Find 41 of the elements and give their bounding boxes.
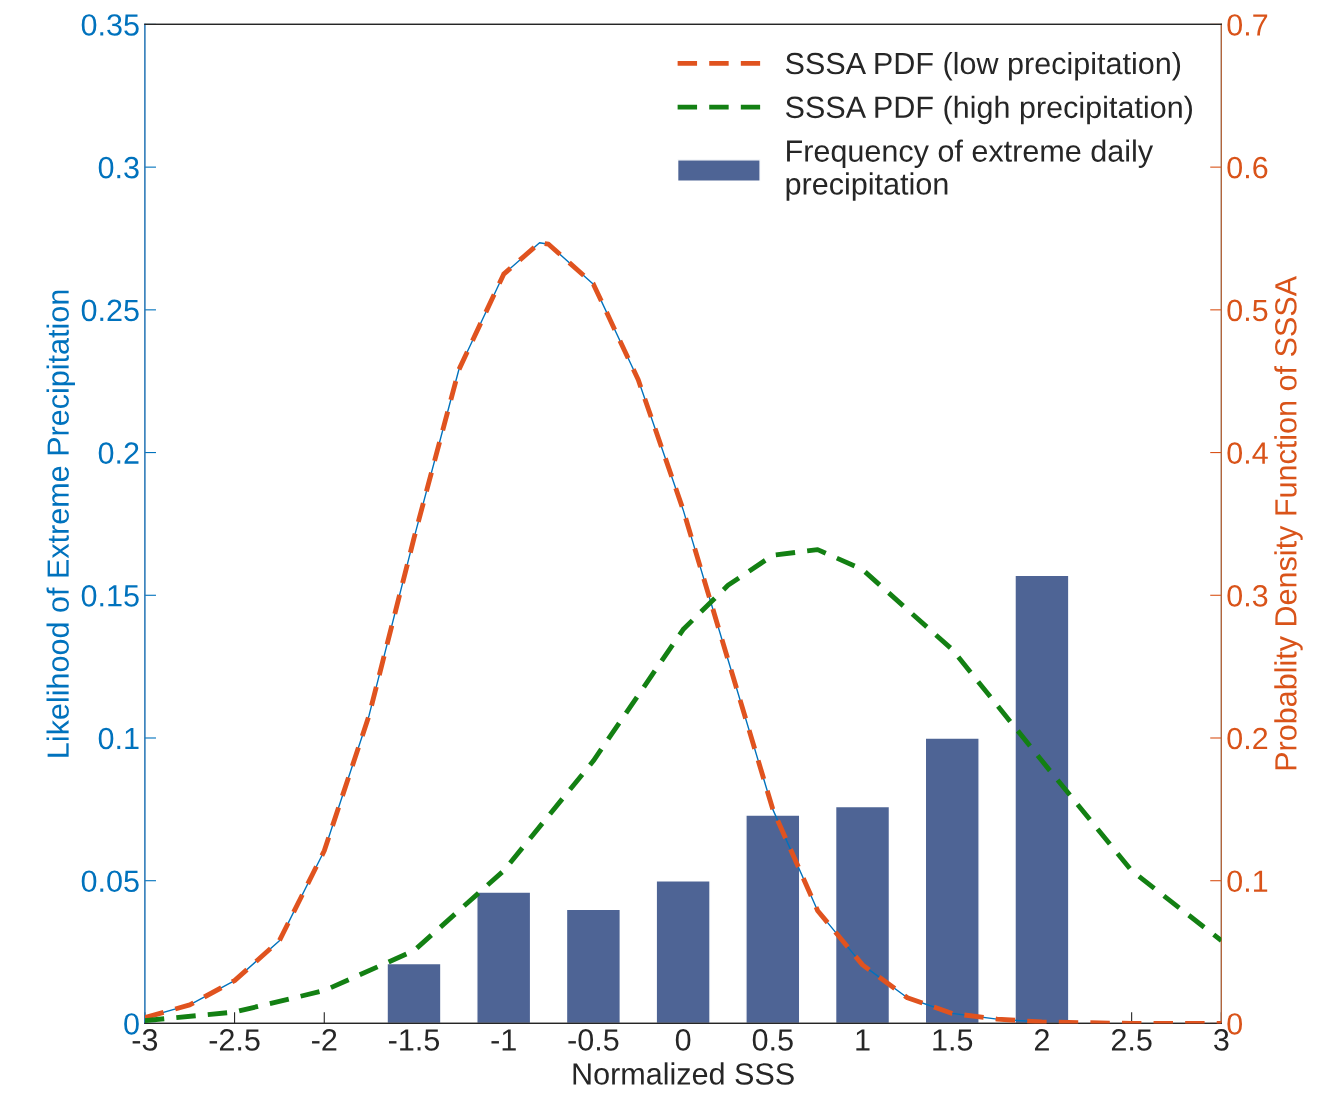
x-tick-label: 2.5 <box>1111 1029 1152 1051</box>
x-tick-label: 3 <box>1214 1029 1229 1051</box>
x-tick-label: 1.5 <box>933 1029 973 1051</box>
bar <box>834 805 891 1024</box>
y-axis-title: Likelihood of Extreme Precipitation <box>46 290 75 757</box>
y-tick-label: 0.3 <box>98 156 139 179</box>
bar <box>655 880 711 1024</box>
y-tick-label: 0.1 <box>98 727 139 750</box>
x-tick-label: 0 <box>675 1029 691 1051</box>
y2-axis-title: Probablity Density Function of SSSA <box>1274 276 1303 770</box>
bar <box>1014 574 1070 1024</box>
x-tick-label: 1 <box>856 1029 870 1051</box>
y-tick-label: 0.2 <box>98 442 139 464</box>
x-tick-label: 0.5 <box>752 1029 793 1051</box>
x-tick-label: 2 <box>1034 1029 1049 1051</box>
y-tick-label: 0.35 <box>81 14 139 36</box>
y2-tick-label: 0.1 <box>1227 870 1268 893</box>
y2-tick-label: 0.2 <box>1227 727 1268 750</box>
x-tick-label: -2.5 <box>209 1029 260 1051</box>
x-tick-label: -0.5 <box>568 1029 619 1051</box>
bar <box>476 891 532 1024</box>
y2-tick-label: 0.6 <box>1227 156 1268 179</box>
bar <box>386 962 442 1024</box>
y-tick-label: 0.15 <box>81 585 139 607</box>
bar <box>565 908 622 1024</box>
bar <box>745 814 801 1024</box>
y2-tick-label: 0.3 <box>1227 585 1268 607</box>
legend-label: SSSA PDF (low precipitation) <box>785 51 1181 81</box>
x-tick-label: -1 <box>491 1029 516 1051</box>
bar <box>924 737 980 1024</box>
x-tick-label: -2 <box>312 1029 337 1051</box>
legend-label: Frequency of extreme daily precipitation <box>786 139 1154 201</box>
y-tick-label: 0.05 <box>81 870 139 893</box>
y2-tick-label: 0.4 <box>1227 442 1268 464</box>
legend-label: SSSA PDF (high precipitation) <box>785 95 1192 125</box>
x-axis-title: Normalized SSS <box>573 1062 794 1085</box>
y-tick-label: 0.25 <box>81 299 139 322</box>
y2-tick-label: 0.7 <box>1227 14 1268 36</box>
y2-tick-label: 0.5 <box>1227 299 1268 322</box>
x-tick-label: -1.5 <box>389 1029 440 1051</box>
y2-tick-label: 0 <box>1227 1013 1243 1035</box>
